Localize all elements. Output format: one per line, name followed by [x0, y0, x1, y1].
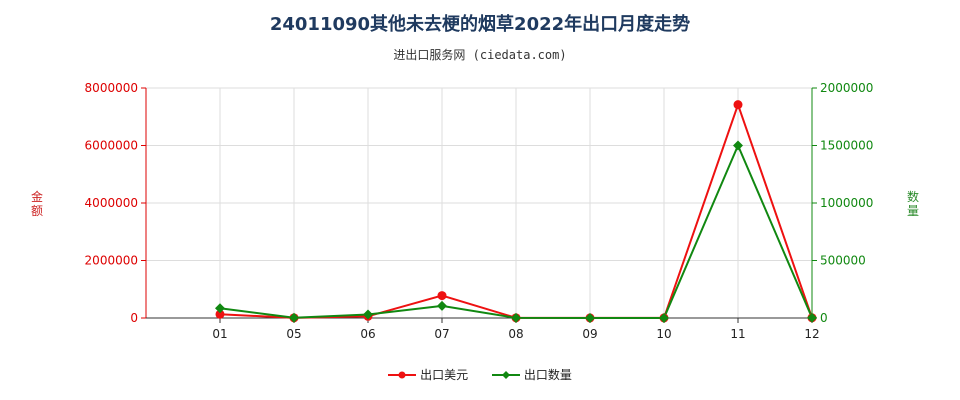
chart-title: 24011090其他未去梗的烟草2022年出口月度走势: [269, 14, 691, 35]
legend: 出口美元 出口数量: [0, 366, 960, 383]
x-tick-label: 11: [730, 327, 745, 341]
x-tick-label: 06: [360, 327, 375, 341]
legend-usd-swatch: [388, 371, 417, 378]
right-tick-label: 1000000: [820, 196, 873, 210]
left-tick-label: 6000000: [85, 139, 138, 153]
x-tick-label: 09: [582, 327, 597, 341]
left-tick-label: 2000000: [85, 254, 138, 268]
chart-subtitle: 进出口服务网 (ciedata.com): [393, 48, 567, 62]
chart-plot: 0 2000000 4000000 6000000 8000000 0 500000 1000…: [85, 81, 874, 341]
legend-item-qty[interactable]: 出口数量: [491, 366, 572, 383]
left-tick-label: 8000000: [85, 81, 138, 95]
x-tick-label: 10: [656, 327, 671, 341]
data-point-usd: [733, 100, 743, 110]
data-point-qty: [289, 312, 299, 323]
legend-usd-label: 出口美元: [420, 368, 469, 382]
data-point-qty: [807, 312, 817, 323]
data-point-qty: [511, 312, 521, 323]
legend-item-usd[interactable]: 出口美元: [388, 366, 468, 383]
data-point-qty: [733, 140, 743, 151]
right-tick-label: 500000: [820, 254, 866, 268]
data-point-qty: [585, 312, 595, 323]
legend-qty-swatch: [491, 370, 520, 379]
data-point-qty: [363, 309, 373, 320]
left-tick-label: 4000000: [85, 196, 138, 210]
data-point-usd: [215, 309, 225, 319]
x-tick-label: 01: [212, 327, 227, 341]
x-tick-label: 07: [434, 327, 449, 341]
data-point-qty: [659, 312, 669, 323]
left-tick-label: 0: [130, 311, 138, 325]
data-point-qty: [215, 303, 225, 314]
x-tick-label: 12: [804, 327, 819, 341]
data-point-qty: [437, 300, 447, 311]
data-point-usd: [437, 291, 447, 301]
x-tick-label: 05: [286, 327, 301, 341]
x-tick-label: 08: [508, 327, 523, 341]
legend-qty-label: 出口数量: [523, 368, 572, 382]
right-tick-label: 2000000: [820, 81, 873, 95]
right-tick-label: 1500000: [820, 139, 873, 153]
right-tick-label: 0: [820, 311, 828, 325]
left-axis-label: 金额: [30, 190, 43, 218]
right-axis-label: 数量: [906, 190, 919, 218]
